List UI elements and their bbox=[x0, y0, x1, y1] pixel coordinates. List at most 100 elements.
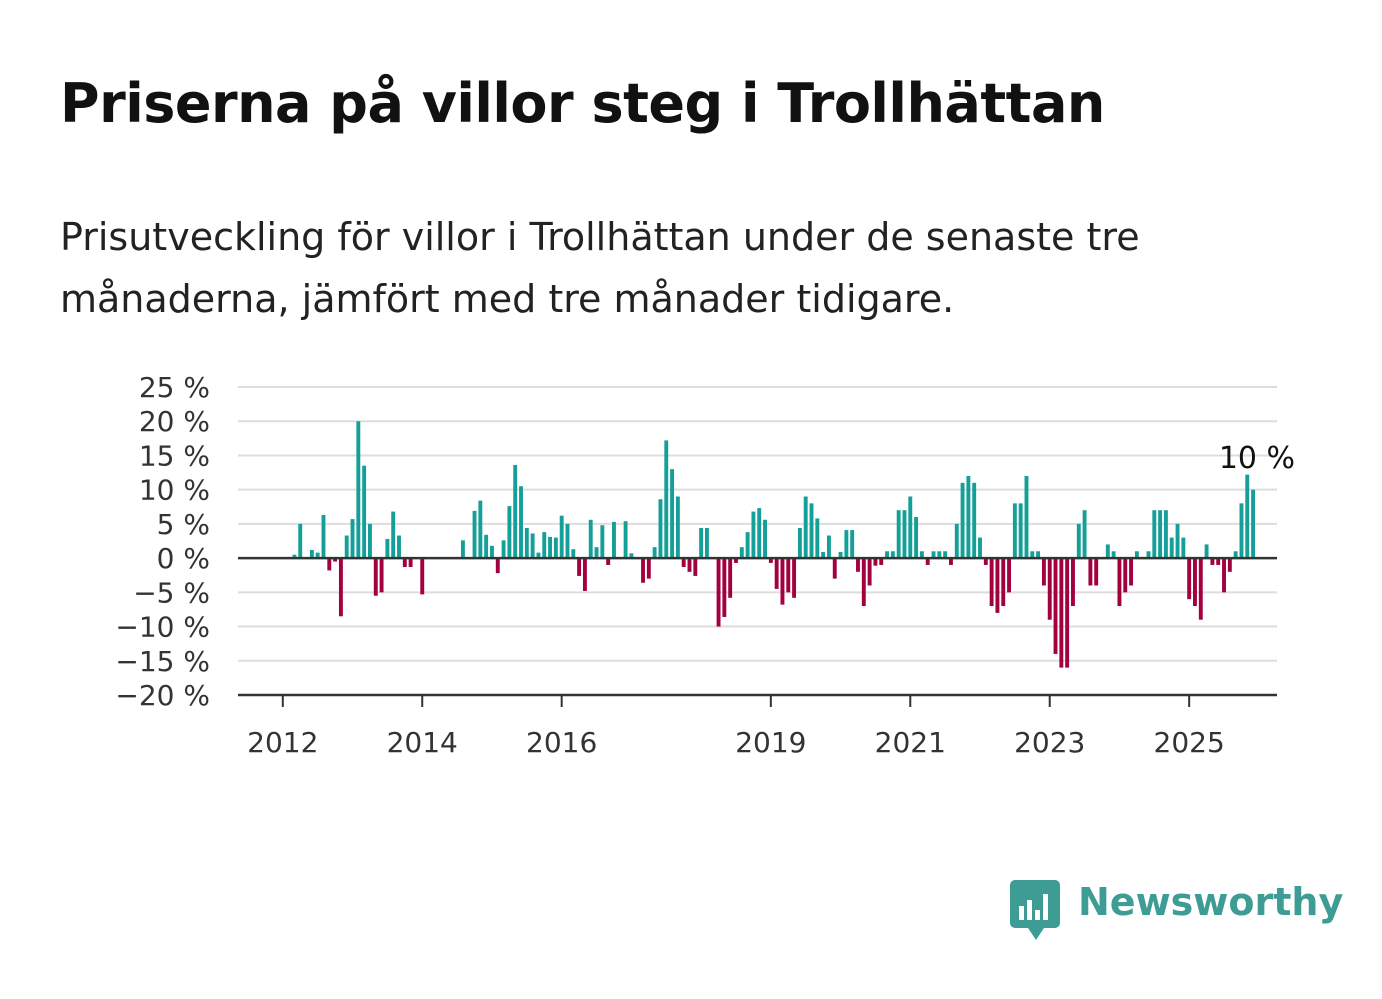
bar bbox=[792, 558, 797, 598]
bar bbox=[1146, 551, 1151, 559]
bar bbox=[722, 558, 727, 617]
bar bbox=[687, 558, 692, 572]
bar bbox=[995, 558, 1000, 613]
bar bbox=[1129, 558, 1134, 586]
bar bbox=[861, 558, 866, 607]
bar bbox=[873, 558, 878, 566]
bar bbox=[652, 547, 657, 559]
y-tick-label: 5 % bbox=[157, 508, 210, 541]
bar bbox=[658, 499, 663, 559]
bar bbox=[925, 558, 930, 565]
bar bbox=[1216, 558, 1221, 565]
bar bbox=[809, 503, 814, 559]
bar bbox=[949, 558, 953, 565]
bar bbox=[1001, 558, 1006, 607]
bar bbox=[629, 553, 634, 559]
bar bbox=[983, 558, 988, 565]
bar bbox=[919, 551, 924, 559]
bar bbox=[327, 558, 332, 571]
axes bbox=[238, 556, 1277, 707]
bar bbox=[908, 496, 913, 559]
bar bbox=[1251, 489, 1256, 559]
bar bbox=[420, 558, 425, 595]
bar bbox=[1059, 558, 1064, 668]
bar bbox=[1076, 523, 1081, 559]
bar bbox=[356, 421, 361, 559]
bar bbox=[1036, 551, 1041, 559]
bar bbox=[1105, 544, 1110, 559]
bar bbox=[612, 521, 616, 559]
bar bbox=[513, 465, 518, 559]
bar bbox=[646, 558, 651, 579]
bar bbox=[530, 533, 535, 559]
bar bbox=[1053, 558, 1058, 654]
bar bbox=[1233, 551, 1238, 559]
bars bbox=[292, 421, 1256, 668]
bar bbox=[1134, 551, 1139, 559]
bar bbox=[397, 535, 401, 559]
bar bbox=[1117, 558, 1122, 607]
bar bbox=[1239, 503, 1244, 559]
bar bbox=[490, 545, 494, 559]
bar bbox=[734, 558, 738, 563]
bar bbox=[292, 554, 297, 559]
bar bbox=[1187, 558, 1192, 600]
bar bbox=[1024, 475, 1029, 559]
x-tick-label: 2023 bbox=[1014, 726, 1085, 759]
x-tick-label: 2012 bbox=[247, 726, 318, 759]
bar bbox=[553, 537, 558, 559]
bar bbox=[565, 523, 570, 559]
bar bbox=[1227, 558, 1232, 572]
x-axis-labels: 2012 2014 2016 2019 2021 2023 2025 bbox=[247, 726, 1225, 759]
bar bbox=[1047, 558, 1052, 620]
bar bbox=[385, 538, 390, 559]
bar bbox=[333, 558, 338, 562]
bar bbox=[1152, 510, 1157, 559]
y-tick-label: −5 % bbox=[133, 576, 210, 609]
bar bbox=[879, 558, 884, 565]
bar bbox=[536, 552, 541, 559]
bar bbox=[670, 469, 675, 559]
bar bbox=[1065, 558, 1070, 668]
bar bbox=[524, 528, 529, 559]
bar bbox=[699, 528, 704, 559]
bar bbox=[641, 558, 645, 583]
x-tick-label: 2014 bbox=[387, 726, 458, 759]
bar bbox=[832, 558, 837, 579]
y-tick-label: −10 % bbox=[115, 611, 210, 644]
bar bbox=[484, 534, 489, 559]
bar bbox=[774, 558, 779, 589]
bar bbox=[1204, 544, 1209, 559]
bar bbox=[507, 506, 512, 559]
bar bbox=[704, 528, 709, 559]
bar bbox=[495, 558, 500, 574]
bar bbox=[1222, 558, 1226, 593]
bar bbox=[1012, 503, 1017, 559]
bar bbox=[693, 558, 698, 576]
bar bbox=[675, 496, 680, 559]
bar bbox=[548, 536, 553, 559]
bar bbox=[408, 558, 413, 568]
bar bbox=[1082, 510, 1087, 559]
bar bbox=[739, 547, 744, 559]
bar bbox=[379, 558, 384, 593]
bar bbox=[890, 551, 895, 559]
bar bbox=[989, 558, 994, 607]
bar bbox=[315, 552, 320, 559]
bar bbox=[768, 558, 773, 563]
bar bbox=[1123, 558, 1128, 593]
bar bbox=[1245, 474, 1250, 559]
bar bbox=[391, 511, 396, 559]
bar bbox=[914, 517, 919, 559]
y-tick-label: 15 % bbox=[139, 439, 210, 472]
bar bbox=[600, 525, 605, 559]
bar bbox=[885, 551, 889, 559]
bar bbox=[780, 558, 785, 605]
x-tick-label: 2025 bbox=[1154, 726, 1225, 759]
bar bbox=[757, 508, 762, 559]
bar bbox=[1181, 537, 1186, 559]
y-tick-label: −15 % bbox=[115, 645, 210, 678]
bar bbox=[1193, 558, 1197, 607]
y-tick-label: 20 % bbox=[139, 405, 210, 438]
